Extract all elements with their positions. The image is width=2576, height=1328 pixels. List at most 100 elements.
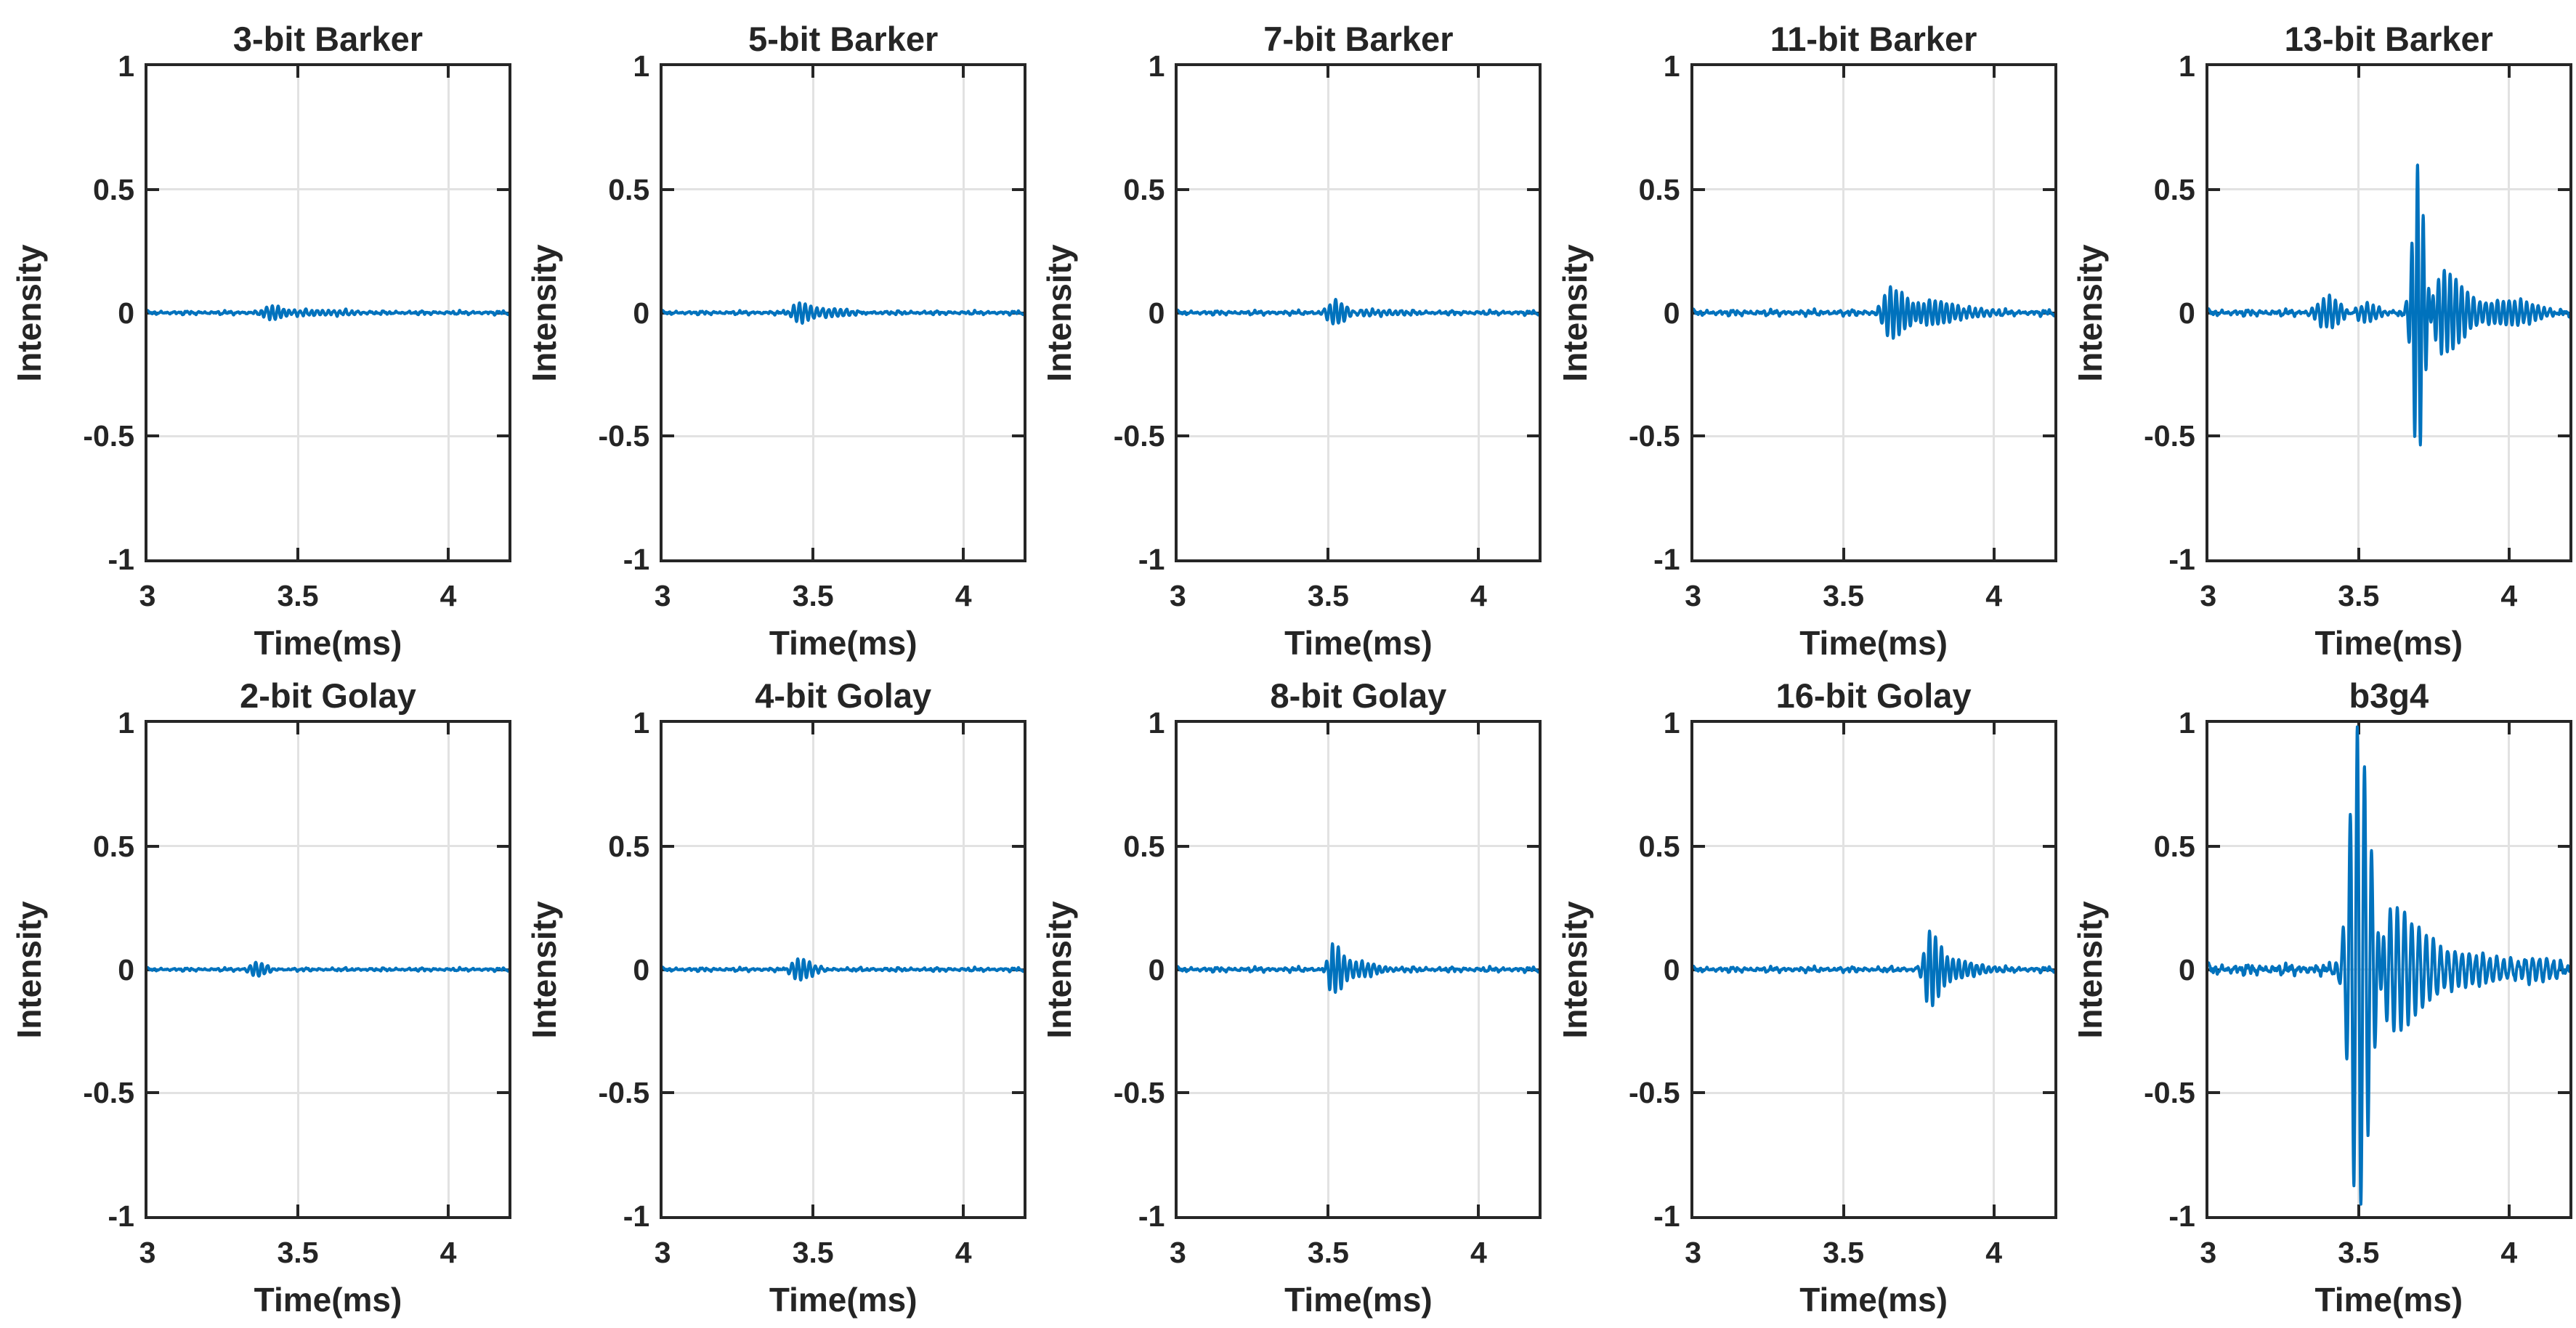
waveform-svg (2208, 725, 2569, 1206)
y-tick-label: 1 (118, 706, 134, 740)
y-tick-label: -1 (2168, 543, 2195, 576)
y-tick-label: 0 (2178, 296, 2195, 330)
x-tick-label: 3.5 (277, 1236, 319, 1269)
x-tick-label: 4 (440, 1236, 457, 1269)
tick-mark (1527, 844, 1539, 848)
tick-mark (447, 1204, 450, 1216)
gridline-horizontal (663, 434, 1024, 437)
tick-mark (1477, 1204, 1481, 1216)
y-tick-label: 0.5 (608, 172, 650, 206)
tick-mark (147, 844, 159, 848)
y-tick-label: 1 (2178, 706, 2195, 740)
x-axis-label: Time(ms) (1284, 1281, 1433, 1319)
y-tick-label: 1 (1663, 49, 1680, 83)
tick-mark (2357, 1204, 2360, 1216)
y-tick-label: 1 (1148, 706, 1165, 740)
tick-mark (2042, 434, 2054, 438)
tick-mark (663, 187, 675, 191)
plot-area (147, 723, 509, 1216)
tick-mark (1527, 434, 1539, 438)
tick-mark (2557, 844, 2569, 848)
tick-mark (1693, 1091, 1705, 1095)
tick-mark (1012, 434, 1024, 438)
waveform-svg (1693, 929, 2054, 1008)
x-axis-label: Time(ms) (254, 624, 402, 662)
y-tick-label: 1 (1148, 49, 1165, 83)
gridline-horizontal (147, 188, 509, 191)
y-tick-label: -1 (2168, 1199, 2195, 1233)
tick-mark (147, 434, 159, 438)
subplot: 11-bit Barker Intensity Time(ms) 1 0.5 0 -0… (1546, 0, 2061, 664)
gridline-horizontal (1178, 1091, 1539, 1094)
y-tick-label: 0.5 (93, 829, 134, 863)
tick-mark (497, 434, 509, 438)
waveform-line (663, 301, 1024, 325)
y-tick-label: 0.5 (2153, 172, 2195, 206)
subplot-title: 16-bit Golay (1775, 676, 1972, 715)
x-tick-label: 3.5 (1823, 579, 1865, 612)
tick-mark (1477, 66, 1481, 78)
tick-mark (2357, 548, 2360, 559)
subplot-title: 4-bit Golay (755, 676, 932, 715)
y-tick-label: -1 (108, 1199, 134, 1233)
waveform-line (147, 304, 509, 322)
tick-mark (1992, 723, 1996, 734)
tick-mark (2357, 66, 2360, 78)
tick-mark (497, 187, 509, 191)
tick-mark (1327, 548, 1330, 559)
y-tick-label: 0 (1663, 952, 1680, 987)
gridline-horizontal (1178, 188, 1539, 191)
tick-mark (497, 844, 509, 848)
y-tick-label: 1 (1663, 706, 1680, 740)
x-axis-label: Time(ms) (254, 1281, 402, 1319)
x-tick-label: 3 (2200, 579, 2217, 612)
tick-mark (447, 66, 450, 78)
tick-mark (1178, 187, 1190, 191)
tick-mark (2208, 434, 2220, 438)
y-tick-label: 0 (633, 952, 650, 987)
plot-area (663, 66, 1024, 559)
tick-mark (1178, 1091, 1190, 1095)
y-tick-label: 0.5 (1123, 172, 1165, 206)
x-axis-label: Time(ms) (1799, 624, 1948, 662)
y-tick-label: 1 (118, 49, 134, 83)
x-axis-label: Time(ms) (769, 1281, 918, 1319)
y-tick-label: 0 (1148, 952, 1165, 987)
subplot: 13-bit Barker Intensity Time(ms) 1 0.5 0 -0… (2061, 0, 2576, 664)
plot-area (1178, 723, 1539, 1216)
x-tick-label: 4 (955, 1236, 972, 1269)
subplot: 16-bit Golay Intensity Time(ms) 1 0.5 0 -0.… (1546, 657, 2061, 1321)
tick-mark (962, 66, 965, 78)
x-tick-label: 3.5 (277, 579, 319, 612)
y-tick-label: 1 (633, 49, 650, 83)
tick-mark (296, 1204, 299, 1216)
tick-mark (1992, 548, 1996, 559)
tick-mark (1842, 548, 1845, 559)
tick-mark (1178, 844, 1190, 848)
gridline-horizontal (1693, 434, 2054, 437)
waveform-line (1693, 929, 2054, 1008)
tick-mark (1842, 66, 1845, 78)
subplot-title: 2-bit Golay (240, 676, 416, 715)
tick-mark (2042, 187, 2054, 191)
gridline-horizontal (1178, 845, 1539, 848)
y-tick-label: -0.5 (83, 419, 134, 453)
subplot: 7-bit Barker Intensity Time(ms) 1 0.5 0 -0.… (1030, 0, 1545, 664)
tick-mark (811, 1204, 815, 1216)
waveform-line (2208, 163, 2569, 447)
x-tick-label: 3.5 (1307, 1236, 1349, 1269)
subplot-title: 13-bit Barker (2284, 20, 2493, 58)
x-tick-label: 3 (1169, 579, 1186, 612)
waveform-line (147, 960, 509, 978)
gridline-horizontal (147, 845, 509, 848)
x-tick-label: 4 (1985, 1236, 2002, 1269)
waveform-svg (663, 301, 1024, 325)
tick-mark (1012, 1091, 1024, 1095)
x-tick-label: 3 (1685, 579, 1701, 612)
y-tick-label: -1 (1653, 543, 1680, 576)
y-tick-label: -1 (1138, 543, 1165, 576)
waveform-svg (1693, 285, 2054, 340)
plot-area (663, 723, 1024, 1216)
tick-mark (147, 1091, 159, 1095)
gridline-horizontal (2208, 1091, 2569, 1094)
